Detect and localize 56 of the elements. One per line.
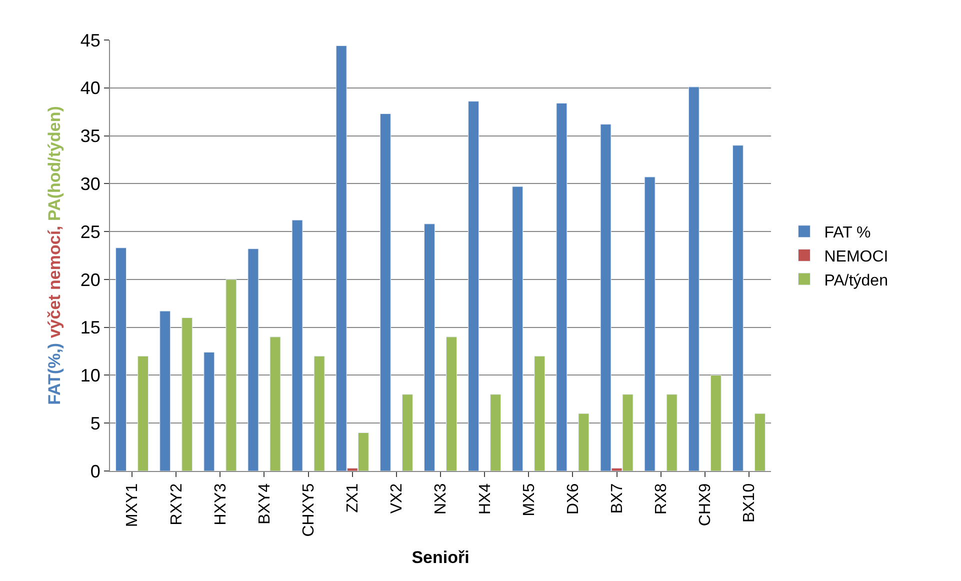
bar: [754, 413, 766, 471]
x-axis-title: Senioři: [412, 548, 470, 568]
bar: [710, 374, 722, 471]
bar: [248, 248, 259, 471]
bar: [512, 186, 524, 471]
bar: [688, 86, 700, 471]
bar: [402, 394, 413, 471]
legend-label: FAT %: [824, 224, 871, 242]
y-tick-label: 25: [80, 222, 100, 242]
y-tick-label: 0: [90, 461, 100, 482]
bar: [644, 176, 656, 471]
x-tick-label: ZX1: [344, 483, 362, 513]
bar: [446, 336, 457, 471]
x-tick-label: RXY2: [168, 483, 186, 526]
bar: [226, 279, 237, 471]
bar: [138, 356, 149, 471]
bar: [160, 310, 171, 471]
bar: [116, 248, 126, 471]
bar: [424, 224, 435, 471]
x-tick-label: HX4: [476, 483, 494, 515]
x-tick-label: CHXY5: [300, 483, 318, 537]
y-tick-label: 5: [90, 413, 100, 434]
x-tick-label: BX10: [741, 483, 758, 523]
y-tick-label: 45: [80, 30, 100, 50]
bar: [556, 102, 568, 471]
y-tick-label: 40: [80, 78, 100, 98]
y-tick-label: 20: [80, 270, 100, 290]
legend-label: PA/týden: [824, 272, 888, 290]
bar: [204, 352, 215, 471]
y-tick-label: 10: [80, 366, 100, 386]
x-tick-label: VX2: [388, 483, 406, 514]
legend-label: NEMOCI: [824, 248, 888, 266]
bar: [314, 356, 325, 471]
y-tick-label: 30: [80, 174, 100, 194]
y-tick-label: 15: [80, 318, 100, 338]
bar: [182, 318, 193, 471]
x-tick-label: BX7: [608, 483, 626, 514]
bar: [732, 145, 744, 471]
x-tick-label: MXY1: [124, 483, 142, 527]
bar: [380, 114, 391, 471]
bar: [490, 394, 502, 471]
bar: [578, 413, 590, 471]
bar: [468, 101, 480, 471]
x-tick-label: DX6: [564, 483, 582, 515]
x-tick-label: BXY4: [256, 483, 274, 524]
bar: [534, 356, 546, 471]
bar: [292, 220, 303, 471]
bar: [666, 394, 678, 471]
x-tick-label: RX8: [653, 483, 670, 515]
y-axis-title: FAT(%,) výčet nemocí, PA(hod/týden): [44, 106, 64, 405]
x-tick-label: MX5: [520, 483, 538, 516]
x-tick-label: CHX9: [697, 483, 714, 526]
bar: [270, 336, 281, 471]
x-tick-label: NX3: [432, 483, 450, 515]
y-tick-label: 35: [80, 126, 100, 146]
x-tick-label: HXY3: [212, 483, 230, 526]
